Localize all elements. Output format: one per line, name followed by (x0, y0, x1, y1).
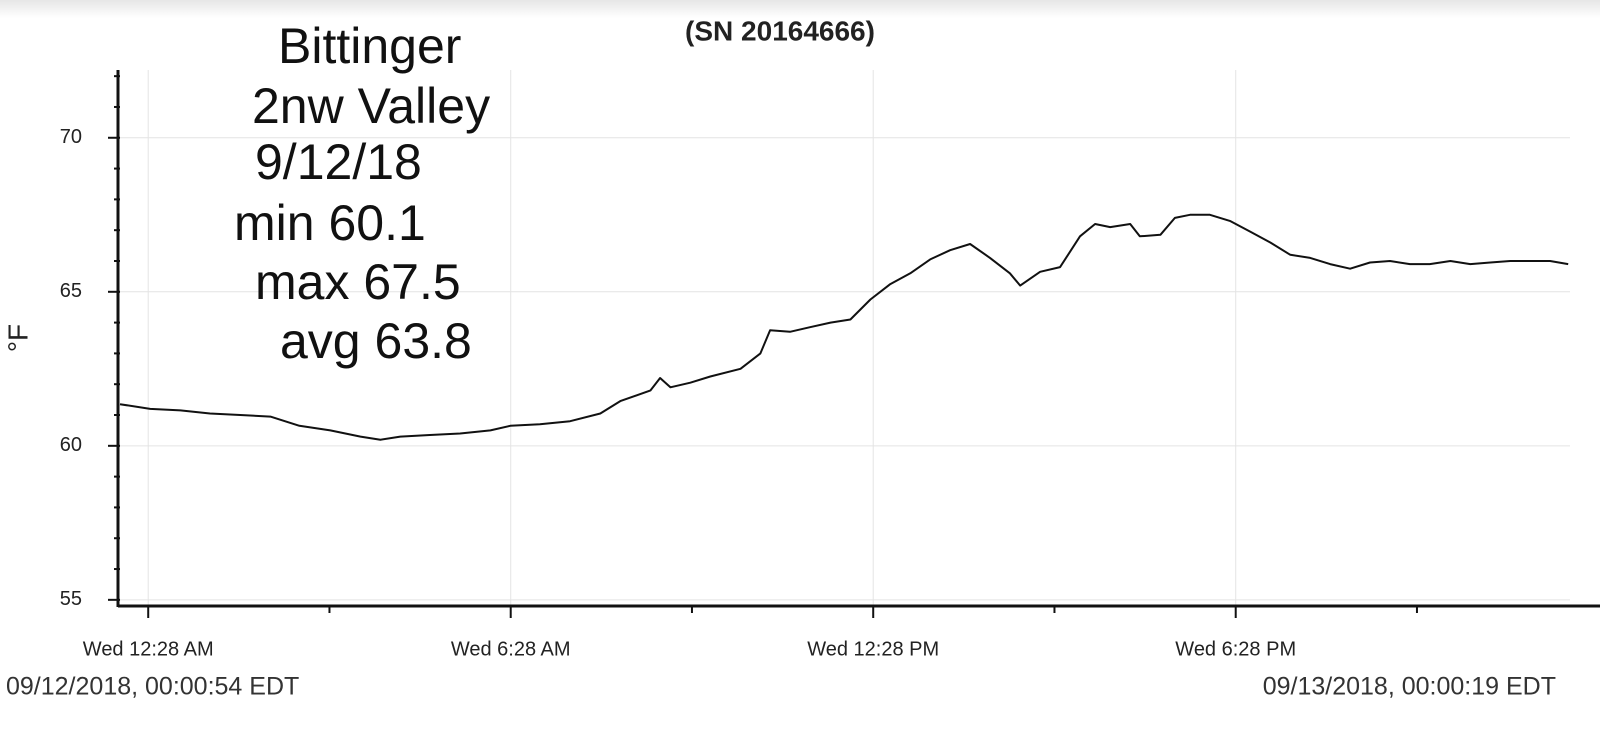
y-axis-label: °F (2, 324, 33, 352)
end-time: 09/13/2018, 00:00:19 EDT (1263, 673, 1556, 701)
top-shade (0, 0, 1600, 18)
annotation: Bittinger (278, 18, 461, 74)
annotation: min 60.1 (234, 195, 426, 251)
x-tick-label: Wed 12:28 PM (807, 638, 939, 660)
annotation: max 67.5 (255, 254, 461, 310)
start-time: 09/12/2018, 00:00:54 EDT (6, 673, 299, 701)
x-tick-label: Wed 12:28 AM (83, 638, 214, 660)
y-tick-label: 70 (60, 126, 82, 148)
x-tick-label: Wed 6:28 PM (1175, 638, 1296, 660)
data-line (119, 213, 1569, 441)
annotation: 9/12/18 (255, 134, 422, 190)
chart-title: (SN 20164666) (685, 15, 875, 46)
annotation: 2nw Valley (252, 78, 490, 134)
x-tick-label: Wed 6:28 AM (451, 638, 571, 660)
y-tick-label: 65 (60, 280, 82, 302)
y-tick-label: 60 (60, 434, 82, 456)
annotation: avg 63.8 (280, 313, 472, 369)
y-tick-label: 55 (60, 588, 82, 610)
